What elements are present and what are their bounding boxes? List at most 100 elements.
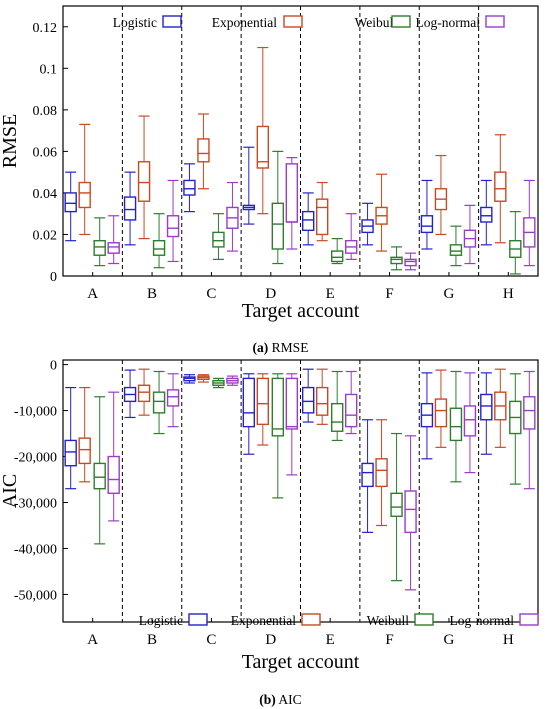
box-log-normal-G xyxy=(463,204,477,265)
box-logistic-C xyxy=(183,374,196,384)
box-iqr xyxy=(449,407,463,442)
box-logistic-G xyxy=(420,179,434,250)
x-tick-label: G xyxy=(444,632,455,648)
box-iqr xyxy=(107,242,120,254)
y-tick-label: 0.06 xyxy=(33,145,58,160)
box-weibull-G xyxy=(449,225,463,267)
box-log-normal-H xyxy=(523,370,536,490)
y-axis-label: AIC xyxy=(0,474,21,508)
box-log-normal-D xyxy=(285,157,299,250)
box-iqr xyxy=(330,250,344,263)
legend-label-weibull: Weibull xyxy=(355,15,398,30)
box-logistic-H xyxy=(480,179,493,246)
y-tick-label: 0.1 xyxy=(40,62,58,77)
legend: Logistic Exponential Weibull Log-normal xyxy=(113,15,505,30)
box-logistic-A xyxy=(64,386,77,490)
x-axis-label: Target account xyxy=(242,651,360,673)
box-iqr xyxy=(107,455,120,494)
box-iqr xyxy=(449,244,463,256)
box-weibull-G xyxy=(449,370,463,483)
series-logistic xyxy=(64,368,493,533)
box-weibull-H xyxy=(509,211,522,275)
x-tick-label: E xyxy=(326,286,335,302)
box-log-normal-E xyxy=(344,370,358,435)
y-tick-label: 0.02 xyxy=(33,228,58,243)
x-tick-label: F xyxy=(385,286,393,302)
box-iqr xyxy=(123,196,137,221)
box-exponential-H xyxy=(494,134,507,244)
legend-swatch-logistic xyxy=(188,613,208,626)
box-exponential-G xyxy=(434,154,448,236)
x-tick-label: E xyxy=(326,632,335,648)
box-logistic-E xyxy=(301,368,315,423)
box-logistic-D xyxy=(242,373,256,455)
box-log-normal-F xyxy=(404,435,417,591)
box-iqr xyxy=(330,402,344,432)
box-iqr xyxy=(315,386,329,416)
x-tick-label: D xyxy=(265,286,276,302)
box-iqr xyxy=(375,458,388,488)
box-iqr xyxy=(494,171,507,202)
box-iqr xyxy=(137,384,151,403)
y-tick-label: -20,000 xyxy=(14,451,57,466)
series-log-normal xyxy=(107,157,536,271)
box-iqr xyxy=(166,389,180,407)
x-tick-label: B xyxy=(147,632,157,648)
x-tick-label: H xyxy=(503,632,514,648)
panel-aic: 0 -10,000 -20,000 -30,000 -40,000 -50,000 A B C D… xyxy=(0,359,539,707)
caption-letter: (a) xyxy=(253,340,269,355)
box-logistic-F xyxy=(361,419,374,533)
box-exponential-F xyxy=(375,419,388,527)
y-tick-label: 0.04 xyxy=(33,187,58,202)
box-iqr xyxy=(434,398,448,428)
box-iqr xyxy=(64,439,77,467)
box-logistic-B xyxy=(123,369,137,419)
legend-label-log-normal: Log-normal xyxy=(416,15,481,30)
box-exponential-B xyxy=(137,115,151,240)
box-iqr xyxy=(256,377,270,426)
legend-label-exponential: Exponential xyxy=(231,613,296,628)
box-logistic-E xyxy=(301,192,315,246)
box-weibull-B xyxy=(152,213,166,269)
box-iqr xyxy=(301,386,315,414)
caption-text: AIC xyxy=(276,692,302,707)
box-weibull-B xyxy=(152,370,166,435)
series-weibull xyxy=(93,150,522,275)
box-weibull-D xyxy=(271,150,285,265)
box-exponential-D xyxy=(256,46,270,215)
caption-text: RMSE xyxy=(268,340,308,355)
series-weibull xyxy=(93,370,522,582)
box-exponential-C xyxy=(197,374,210,383)
panel-caption: (b) AIC xyxy=(259,692,301,707)
y-tick-label: 0 xyxy=(50,359,57,374)
box-log-normal-F xyxy=(404,252,417,271)
box-iqr xyxy=(344,393,358,428)
box-logistic-F xyxy=(361,202,374,246)
box-iqr xyxy=(285,163,299,223)
box-iqr xyxy=(315,198,329,236)
y-tick-label: -10,000 xyxy=(14,405,57,420)
box-weibull-E xyxy=(330,370,344,442)
panel-rmse: 0 0.02 0.04 0.06 0.08 0.1 0.12 A B C D E F G H Logistic… xyxy=(0,5,539,355)
box-iqr xyxy=(93,239,106,256)
box-exponential-F xyxy=(375,173,388,252)
box-iqr xyxy=(242,377,256,428)
box-exponential-A xyxy=(78,386,91,483)
x-tick-label: C xyxy=(206,286,216,302)
legend-label-logistic: Logistic xyxy=(139,613,183,628)
box-iqr xyxy=(212,231,225,248)
box-exponential-E xyxy=(315,368,329,425)
legend-label-exponential: Exponential xyxy=(212,15,277,30)
box-iqr xyxy=(78,437,91,465)
series-log-normal xyxy=(107,370,536,591)
box-weibull-C xyxy=(212,213,225,260)
box-iqr xyxy=(420,215,434,234)
y-axis-label: RMSE xyxy=(0,114,21,168)
box-iqr xyxy=(285,377,299,430)
box-iqr xyxy=(271,377,285,437)
box-iqr xyxy=(271,202,285,250)
x-tick-label: B xyxy=(147,286,157,302)
legend-swatch-exponential xyxy=(301,613,321,626)
box-iqr xyxy=(523,396,536,430)
